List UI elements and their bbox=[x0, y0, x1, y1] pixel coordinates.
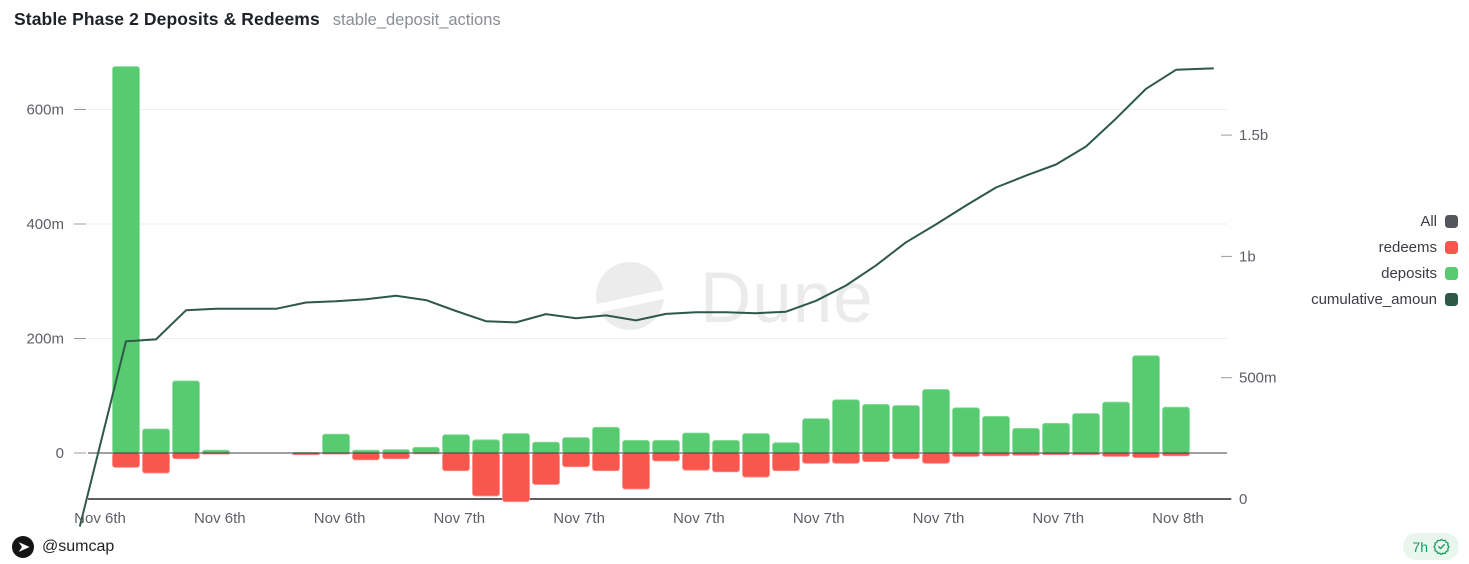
bar-deposits-17[interactable] bbox=[622, 440, 650, 454]
bar-redeems-2[interactable] bbox=[172, 452, 200, 460]
bar-deposits-14[interactable] bbox=[532, 441, 560, 454]
legend-swatch bbox=[1445, 292, 1458, 306]
bar-deposits-32[interactable] bbox=[1072, 413, 1100, 454]
bar-deposits-1[interactable] bbox=[142, 428, 170, 454]
x-axis-label: Nov 7th bbox=[913, 510, 965, 527]
x-axis-label: Nov 8th bbox=[1152, 510, 1204, 527]
bar-deposits-34[interactable] bbox=[1132, 355, 1160, 454]
bar-deposits-23[interactable] bbox=[802, 418, 830, 454]
bar-deposits-15[interactable] bbox=[562, 437, 590, 454]
legend-label: cumulative_amoun bbox=[1311, 290, 1437, 308]
bar-deposits-20[interactable] bbox=[712, 440, 740, 454]
bar-redeems-19[interactable] bbox=[682, 452, 710, 471]
bar-deposits-24[interactable] bbox=[832, 399, 860, 454]
bar-redeems-9[interactable] bbox=[382, 452, 410, 460]
bar-deposits-29[interactable] bbox=[982, 415, 1010, 454]
chart-header: Stable Phase 2 Deposits & Redeems stable… bbox=[14, 9, 501, 30]
left-axis-label: 400m bbox=[26, 216, 64, 233]
bar-deposits-11[interactable] bbox=[442, 434, 470, 454]
x-axis-label: Nov 6th bbox=[74, 510, 126, 527]
bar-redeems-21[interactable] bbox=[742, 452, 770, 478]
legend-swatch bbox=[1445, 214, 1458, 228]
bar-redeems-24[interactable] bbox=[832, 452, 860, 464]
x-axis-label: Nov 7th bbox=[553, 510, 605, 527]
bar-deposits-25[interactable] bbox=[862, 403, 890, 454]
bar-redeems-8[interactable] bbox=[352, 452, 380, 461]
bar-deposits-31[interactable] bbox=[1042, 422, 1070, 454]
author-handle: @sumcap bbox=[42, 537, 115, 555]
query-name-link[interactable]: stable_deposit_actions bbox=[332, 11, 501, 29]
legend-item-deposits[interactable]: deposits bbox=[1381, 260, 1458, 286]
legend-label: redeems bbox=[1378, 238, 1437, 256]
legend-label: deposits bbox=[1381, 264, 1437, 282]
bar-deposits-12[interactable] bbox=[472, 439, 500, 454]
last-updated-badge[interactable]: 7h bbox=[1403, 533, 1459, 560]
right-axis-label: 0 bbox=[1239, 491, 1247, 508]
legend-swatch bbox=[1445, 266, 1458, 280]
bar-redeems-23[interactable] bbox=[802, 452, 830, 464]
bar-deposits-0[interactable] bbox=[112, 66, 140, 454]
x-axis-label: Nov 7th bbox=[1032, 510, 1084, 527]
bar-redeems-17[interactable] bbox=[622, 452, 650, 490]
legend-label: All bbox=[1420, 212, 1437, 230]
last-updated-text: 7h bbox=[1412, 538, 1428, 555]
chart-footer: @sumcap 7h bbox=[12, 533, 1459, 560]
dune-watermark-slash bbox=[585, 287, 679, 316]
bar-redeems-12[interactable] bbox=[472, 452, 500, 497]
bar-deposits-2[interactable] bbox=[172, 380, 200, 454]
legend-item-cumulative-amoun[interactable]: cumulative_amoun bbox=[1311, 286, 1458, 312]
right-axis-label: 1b bbox=[1239, 248, 1256, 265]
bar-deposits-16[interactable] bbox=[592, 426, 620, 454]
verified-check-icon bbox=[1433, 538, 1450, 555]
x-axis-label: Nov 7th bbox=[433, 510, 485, 527]
right-axis-label: 500m bbox=[1239, 370, 1277, 387]
bar-deposits-18[interactable] bbox=[652, 440, 680, 454]
bar-redeems-18[interactable] bbox=[652, 452, 680, 462]
bar-redeems-22[interactable] bbox=[772, 452, 800, 472]
bar-deposits-7[interactable] bbox=[322, 433, 350, 454]
x-axis-label: Nov 6th bbox=[314, 510, 366, 527]
bar-redeems-20[interactable] bbox=[712, 452, 740, 473]
bar-deposits-19[interactable] bbox=[682, 432, 710, 454]
legend-item-redeems[interactable]: redeems bbox=[1379, 234, 1458, 260]
bar-redeems-0[interactable] bbox=[112, 452, 140, 468]
bar-redeems-1[interactable] bbox=[142, 452, 170, 474]
bar-redeems-11[interactable] bbox=[442, 452, 470, 472]
left-axis-label: 600m bbox=[26, 102, 64, 119]
right-axis-label: 1.5b bbox=[1239, 127, 1268, 144]
x-axis-label: Nov 6th bbox=[194, 510, 246, 527]
bar-redeems-26[interactable] bbox=[892, 452, 920, 460]
bar-deposits-22[interactable] bbox=[772, 442, 800, 454]
bar-deposits-33[interactable] bbox=[1102, 401, 1130, 454]
bar-redeems-16[interactable] bbox=[592, 452, 620, 472]
bar-redeems-34[interactable] bbox=[1132, 452, 1160, 458]
bar-deposits-10[interactable] bbox=[412, 446, 440, 454]
bar-redeems-25[interactable] bbox=[862, 452, 890, 462]
bar-redeems-27[interactable] bbox=[922, 452, 950, 464]
chart-title: Stable Phase 2 Deposits & Redeems bbox=[14, 9, 320, 29]
dune-watermark-text[interactable]: Dune bbox=[700, 259, 874, 338]
bar-deposits-28[interactable] bbox=[952, 407, 980, 454]
bar-deposits-21[interactable] bbox=[742, 433, 770, 454]
legend-item-all[interactable]: All bbox=[1420, 208, 1458, 234]
legend-swatch bbox=[1445, 240, 1458, 254]
bar-deposits-26[interactable] bbox=[892, 405, 920, 454]
left-axis-label: 0 bbox=[56, 445, 64, 462]
bar-deposits-35[interactable] bbox=[1162, 406, 1190, 454]
bar-redeems-15[interactable] bbox=[562, 452, 590, 468]
dune-watermark-logo bbox=[596, 262, 664, 330]
author-link[interactable]: @sumcap bbox=[12, 535, 115, 558]
cumulative-line[interactable] bbox=[79, 67, 1214, 527]
bar-deposits-13[interactable] bbox=[502, 433, 530, 454]
bar-deposits-30[interactable] bbox=[1012, 427, 1040, 454]
bar-redeems-13[interactable] bbox=[502, 452, 530, 503]
left-axis-label: 200m bbox=[26, 331, 64, 348]
x-axis-label: Nov 7th bbox=[793, 510, 845, 527]
chart-legend: All redeems deposits cumulative_amoun bbox=[1311, 208, 1458, 312]
dune-logo-icon bbox=[12, 535, 34, 558]
bar-redeems-14[interactable] bbox=[532, 452, 560, 485]
x-axis-label: Nov 7th bbox=[673, 510, 725, 527]
bar-deposits-27[interactable] bbox=[922, 389, 950, 454]
